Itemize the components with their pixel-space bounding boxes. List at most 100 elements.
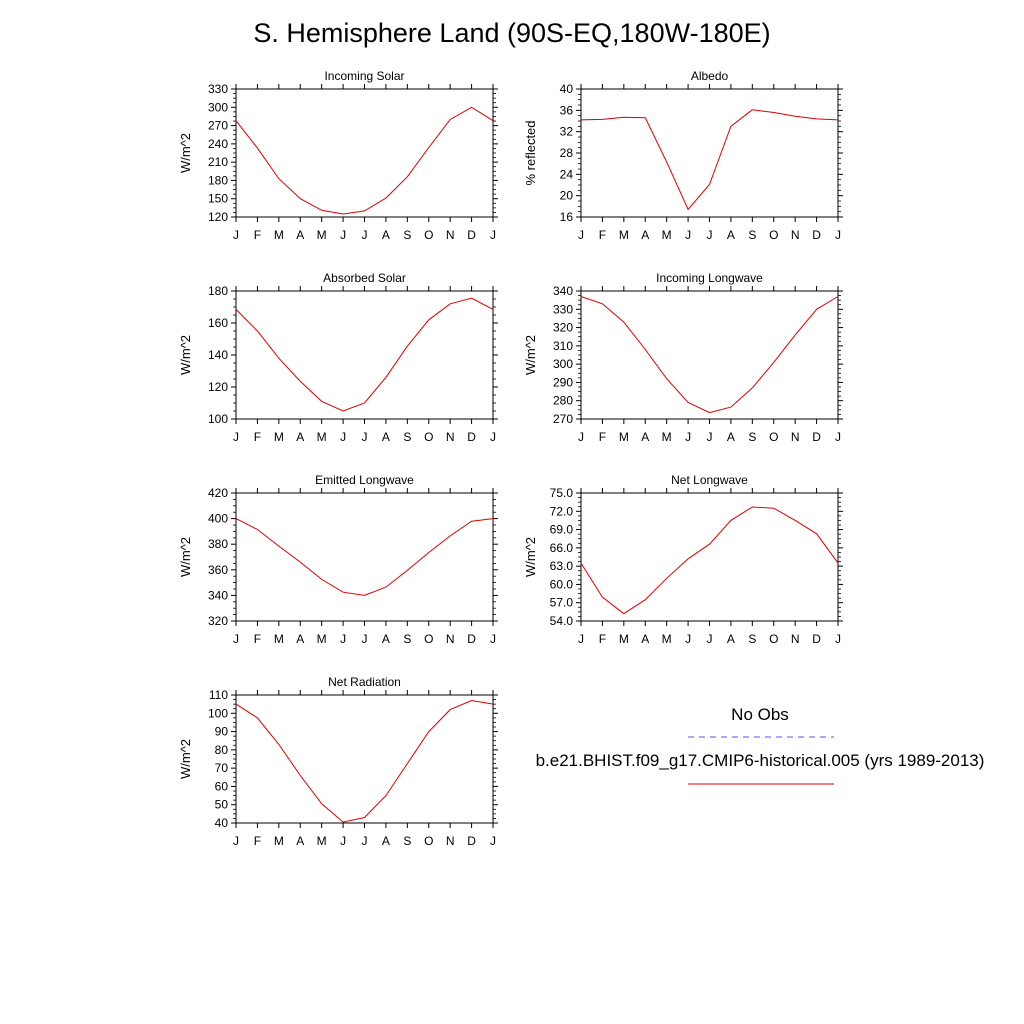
y-tick-label: 270 (553, 412, 573, 426)
y-tick-label: 57.0 (550, 596, 574, 610)
y-tick-label: 66.0 (550, 541, 574, 555)
x-tick-label: N (446, 430, 455, 444)
x-tick-label: S (748, 632, 756, 646)
y-tick-label: 40 (560, 82, 574, 96)
x-tick-label: D (812, 430, 821, 444)
x-tick-label: N (791, 430, 800, 444)
x-tick-label: J (578, 430, 584, 444)
x-tick-label: N (446, 228, 455, 242)
y-tick-label: 360 (208, 563, 228, 577)
x-tick-label: J (490, 632, 496, 646)
x-tick-label: A (727, 430, 735, 444)
x-tick-label: J (233, 834, 239, 848)
y-tick-label: 40 (215, 816, 229, 830)
y-tick-label: 69.0 (550, 523, 574, 537)
y-axis-label: % reflected (523, 120, 538, 185)
series-line (235, 518, 494, 596)
y-tick-label: 420 (208, 486, 228, 500)
x-tick-label: J (685, 430, 691, 444)
y-axis-label: W/m^2 (523, 537, 538, 577)
y-tick-label: 380 (208, 537, 228, 551)
x-tick-label: A (641, 228, 649, 242)
x-tick-label: O (769, 430, 778, 444)
x-tick-label: J (707, 228, 713, 242)
x-tick-label: O (424, 834, 433, 848)
y-tick-label: 140 (208, 348, 228, 362)
x-tick-label: J (233, 228, 239, 242)
x-tick-label: J (835, 228, 841, 242)
series-line (580, 296, 839, 414)
x-tick-label: D (812, 228, 821, 242)
x-tick-label: M (274, 834, 284, 848)
y-tick-label: 320 (208, 614, 228, 628)
y-tick-label: 63.0 (550, 559, 574, 573)
x-tick-label: J (578, 632, 584, 646)
x-tick-label: S (403, 228, 411, 242)
chart-title: Emitted Longwave (315, 473, 414, 487)
x-tick-label: J (578, 228, 584, 242)
y-tick-label: 330 (553, 302, 573, 316)
x-tick-label: O (769, 228, 778, 242)
y-tick-label: 100 (208, 706, 228, 720)
plot-frame (580, 88, 839, 218)
x-tick-label: S (748, 228, 756, 242)
x-tick-label: F (254, 228, 261, 242)
y-tick-label: 16 (560, 210, 574, 224)
y-tick-label: 330 (208, 82, 228, 96)
y-axis-label: W/m^2 (178, 335, 193, 375)
series-line (580, 109, 839, 211)
x-tick-label: N (446, 834, 455, 848)
y-tick-label: 340 (208, 588, 228, 602)
y-tick-label: 100 (208, 412, 228, 426)
y-tick-label: 36 (560, 103, 574, 117)
x-tick-label: A (727, 228, 735, 242)
plot-frame (235, 88, 494, 218)
y-tick-label: 120 (208, 210, 228, 224)
x-tick-label: A (382, 430, 390, 444)
legend-model-line (688, 783, 834, 785)
y-tick-label: 50 (215, 798, 229, 812)
x-tick-label: J (233, 430, 239, 444)
x-tick-label: M (619, 430, 629, 444)
chart-title: Albedo (691, 69, 729, 83)
x-tick-label: D (812, 632, 821, 646)
y-tick-label: 120 (208, 380, 228, 394)
plot-frame (235, 694, 494, 824)
y-axis-label: W/m^2 (178, 739, 193, 779)
y-axis-label: W/m^2 (178, 133, 193, 173)
x-tick-label: M (619, 632, 629, 646)
x-tick-label: S (403, 430, 411, 444)
x-tick-label: N (791, 228, 800, 242)
x-tick-label: D (467, 632, 476, 646)
x-tick-label: J (340, 834, 346, 848)
x-tick-label: A (296, 834, 304, 848)
x-tick-label: J (707, 430, 713, 444)
x-tick-label: J (362, 834, 368, 848)
series-line (235, 699, 494, 823)
y-tick-label: 20 (560, 189, 574, 203)
x-tick-label: F (254, 632, 261, 646)
y-tick-label: 70 (215, 761, 229, 775)
y-tick-label: 110 (209, 688, 228, 702)
y-tick-label: 210 (208, 155, 228, 169)
x-tick-label: J (362, 430, 368, 444)
x-tick-label: M (317, 834, 327, 848)
x-tick-label: J (340, 632, 346, 646)
chart-title: Incoming Longwave (656, 271, 763, 285)
x-tick-label: N (446, 632, 455, 646)
y-tick-label: 24 (560, 167, 574, 181)
x-tick-label: O (769, 632, 778, 646)
y-tick-label: 340 (553, 284, 573, 298)
x-tick-label: A (296, 228, 304, 242)
series-line (580, 506, 839, 615)
x-tick-label: M (662, 430, 672, 444)
x-tick-label: M (317, 228, 327, 242)
series-line (235, 297, 494, 412)
x-tick-label: A (382, 228, 390, 242)
plot-frame (580, 290, 839, 420)
x-tick-label: J (362, 632, 368, 646)
x-tick-label: F (599, 430, 606, 444)
y-tick-label: 150 (208, 192, 228, 206)
